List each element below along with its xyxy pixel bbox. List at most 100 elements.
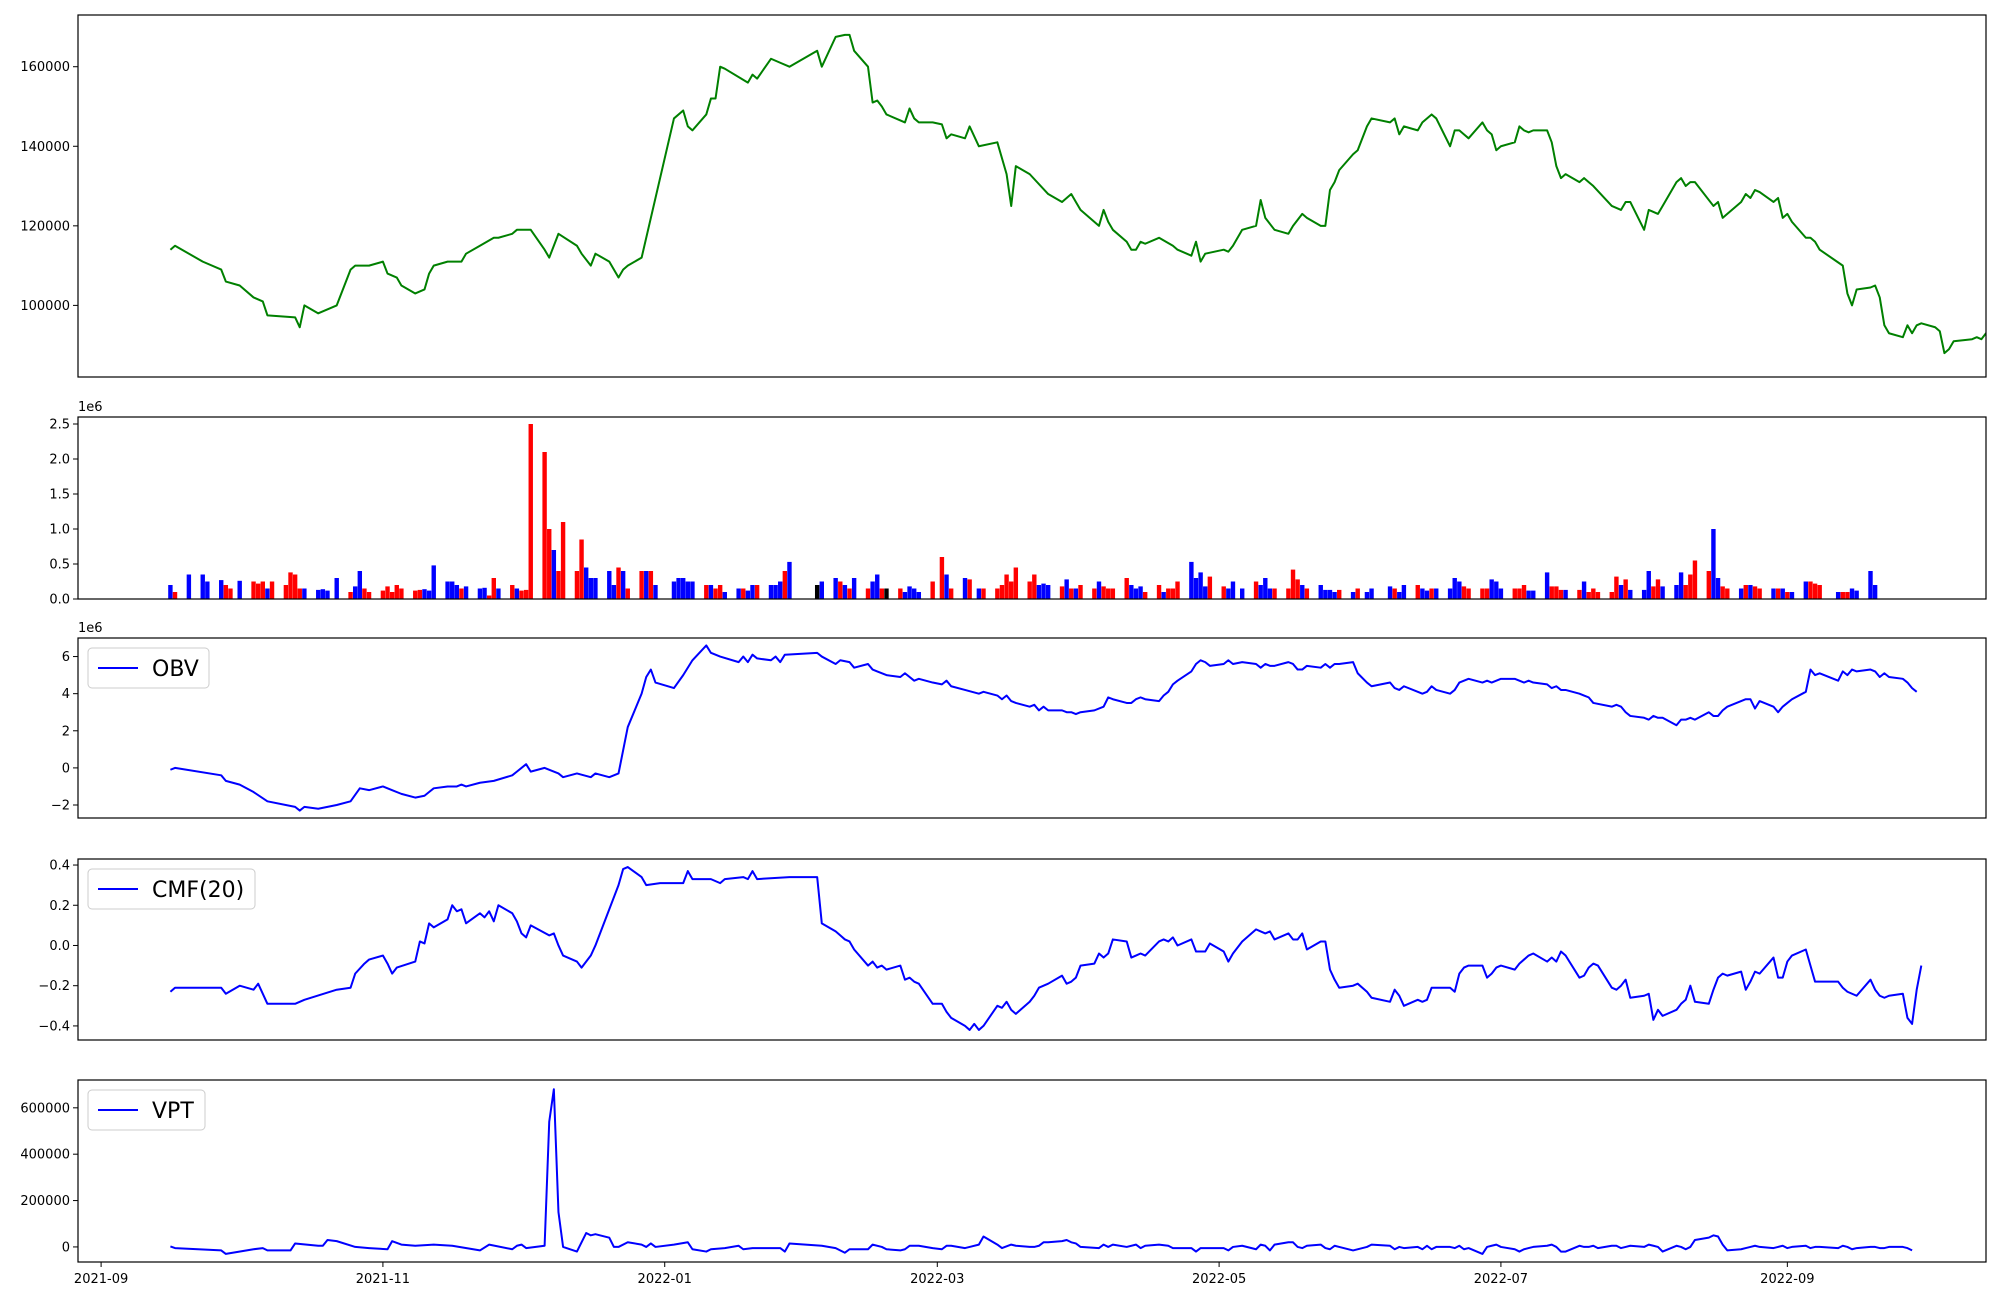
y-tick-label: 6 (62, 650, 70, 665)
volume-bar (819, 581, 824, 599)
volume-bar (690, 581, 695, 599)
volume-bar (875, 574, 880, 599)
y-tick-label: −0.4 (38, 1019, 70, 1034)
volume-bar (547, 529, 552, 599)
volume-bar (1466, 588, 1471, 599)
volume-bar (681, 578, 686, 599)
volume-bar (1069, 588, 1074, 599)
volume-bar (833, 578, 838, 599)
obv-line (170, 644, 1918, 812)
volume-bar (1618, 585, 1624, 599)
volume-bar (528, 424, 533, 599)
volume-bar (967, 579, 972, 599)
volume-bar (999, 585, 1005, 599)
volume-bar (348, 592, 353, 599)
x-tick-label: 2021-09 (74, 1272, 128, 1287)
volume-bar (1424, 590, 1430, 599)
volume-bar (551, 550, 557, 599)
y-tick-label: −0.2 (38, 979, 70, 994)
volume-bar (1748, 585, 1753, 599)
axes-frame (77, 416, 1987, 600)
volume-bar (389, 592, 395, 599)
volume-bar (491, 578, 496, 599)
volume-bar (1267, 588, 1273, 599)
volume-bar (717, 585, 723, 599)
volume-bar (1203, 586, 1208, 599)
volume-bar (745, 590, 751, 599)
volume-bar (1683, 585, 1688, 599)
volume-bar (593, 578, 598, 599)
volume-bar (1531, 590, 1536, 599)
volume-bar (251, 581, 256, 599)
volume-bar (579, 539, 584, 599)
y-tick-label: 2.0 (49, 453, 70, 468)
panel-3: −2 0 2 4 6 1e6 OBV (51, 621, 1987, 819)
volume-bar (1064, 579, 1069, 599)
volume-bar (1138, 586, 1143, 599)
volume-bar (944, 574, 949, 599)
volume-bar (851, 578, 857, 599)
volume-bar (1323, 589, 1328, 599)
volume-bar (1660, 586, 1665, 599)
volume-bar (1554, 586, 1559, 599)
volume-bar (352, 586, 358, 599)
volume-bar (556, 571, 561, 599)
volume-bar (1166, 588, 1171, 599)
volume-bar (1036, 585, 1042, 599)
volume-bar (1434, 588, 1439, 599)
volume-bar (1415, 585, 1420, 599)
volume-bar (787, 561, 792, 599)
volume-bar (1369, 588, 1374, 599)
y-tick-label: 0 (62, 1240, 70, 1255)
volume-bar (1392, 588, 1397, 599)
y-tick-label: 600000 (20, 1101, 70, 1116)
volume-bar (1628, 589, 1633, 599)
volume-bar (1045, 585, 1051, 599)
volume-bar (1175, 581, 1180, 599)
plot-area (170, 1088, 1913, 1255)
legend: CMF(20) (87, 868, 256, 910)
volume-bar (1854, 590, 1859, 599)
volume-bar (482, 587, 487, 599)
volume-bar (1757, 588, 1762, 599)
volume-bar (616, 567, 621, 599)
panel-2: 0.0 0.5 1.0 1.5 2.0 2.5 1e6 (49, 400, 1987, 608)
axes-frame (77, 858, 1987, 1041)
volume-bar (1614, 576, 1619, 599)
volume-bar (1526, 590, 1531, 599)
volume-bar (1110, 588, 1116, 599)
volume-bar (1332, 592, 1337, 599)
volume-bar (1692, 560, 1698, 599)
volume-bar (1623, 579, 1628, 599)
volume-bar (1240, 588, 1245, 599)
axes-frame (77, 1079, 1987, 1263)
volume-bar (1868, 571, 1873, 599)
y-tick-label: 2.5 (49, 418, 70, 433)
volume-bar (768, 585, 774, 599)
volume-bar (496, 588, 501, 599)
volume-bar (1295, 579, 1300, 599)
volume-bar (1651, 586, 1656, 599)
volume-bar (1004, 574, 1009, 599)
volume-bar (1207, 576, 1213, 599)
plot-area (168, 424, 1878, 599)
volume-bar (1272, 588, 1277, 599)
volume-bar (1096, 581, 1102, 599)
volume-bar (916, 592, 922, 599)
volume-bar (422, 589, 427, 599)
volume-bar (902, 592, 908, 599)
volume-bar (708, 585, 714, 599)
volume-bar (1387, 586, 1393, 599)
volume-bar (316, 589, 321, 599)
volume-bar (1688, 574, 1693, 599)
volume-bar (1300, 585, 1305, 599)
legend: VPT (87, 1089, 206, 1131)
volume-bar (981, 588, 986, 599)
volume-bar (486, 595, 492, 599)
x-tick-label: 2022-05 (1192, 1272, 1246, 1287)
volume-bar (459, 588, 464, 599)
volume-bar (1563, 589, 1568, 599)
volume-bar (1549, 586, 1554, 599)
y-tick-label: 2 (62, 724, 70, 739)
legend: OBV (87, 647, 210, 689)
